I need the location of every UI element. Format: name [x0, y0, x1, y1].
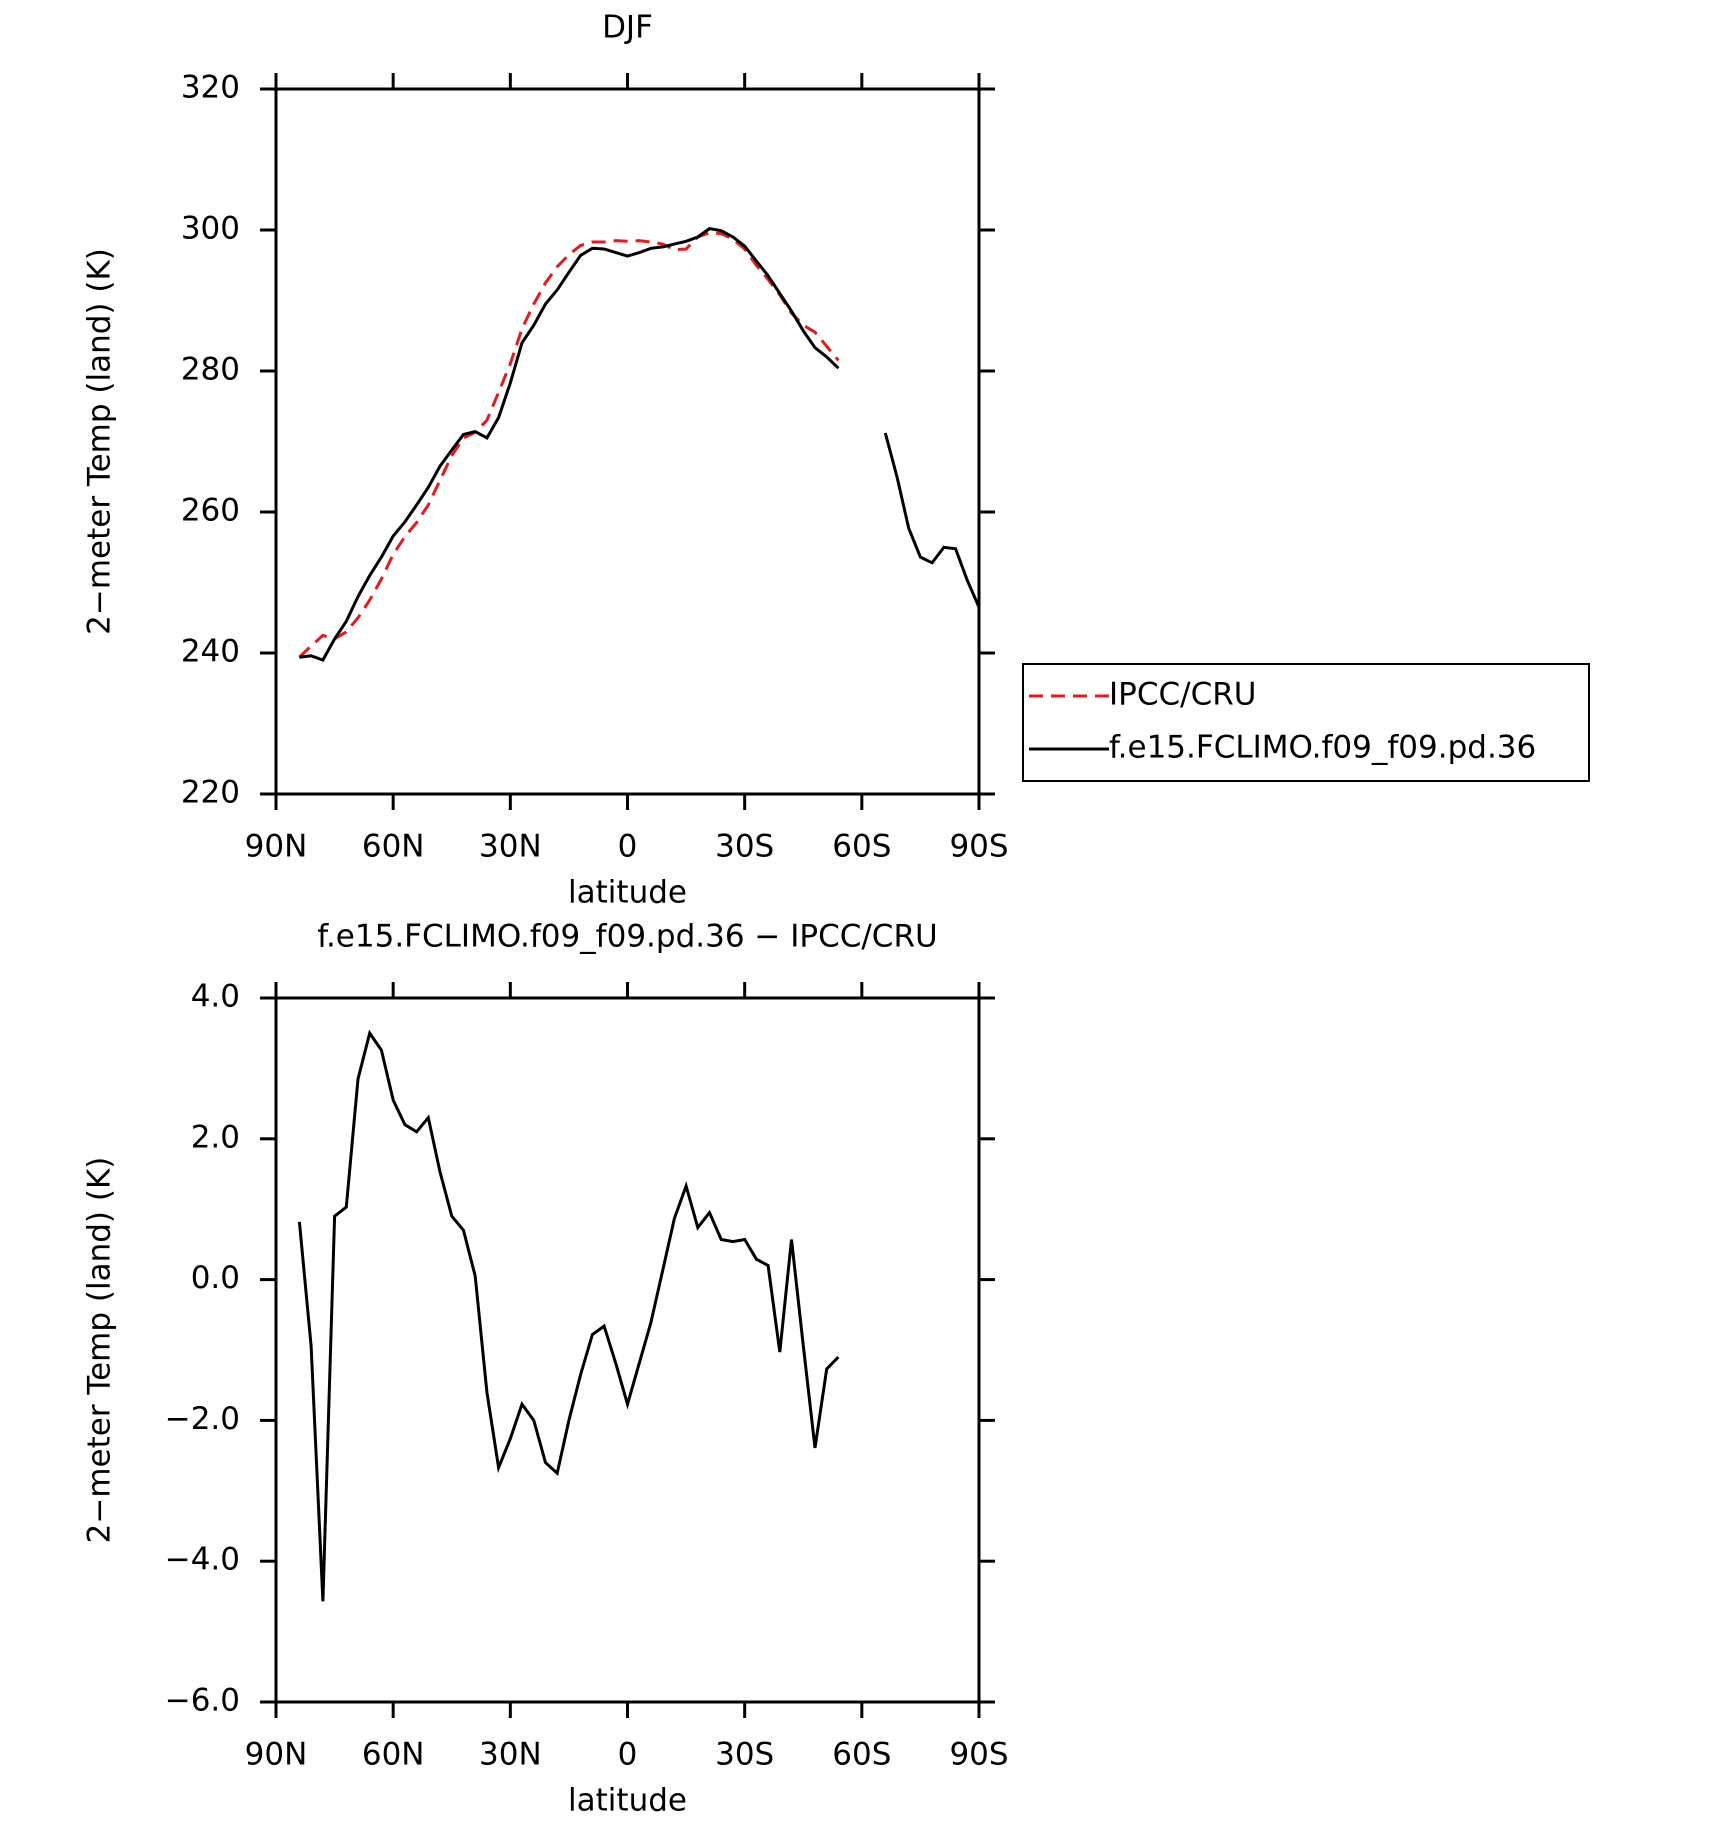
y-tick-label: 300 — [181, 211, 240, 247]
data-line — [299, 227, 981, 662]
x-tick-label: 30N — [479, 829, 542, 865]
y-tick-label: −2.0 — [165, 1401, 240, 1437]
legend-label: IPCC/CRU — [1109, 677, 1256, 713]
y-tick-label: 0.0 — [191, 1260, 240, 1296]
x-axis-label: latitude — [568, 1783, 687, 1819]
x-tick-label: 90N — [245, 1737, 308, 1773]
x-tick-label: 60S — [832, 829, 891, 865]
x-tick-label: 90N — [245, 829, 308, 865]
x-tick-label: 90S — [949, 829, 1008, 865]
chart-title: DJF — [602, 10, 653, 46]
x-tick-label: 30N — [479, 1737, 542, 1773]
x-tick-label: 30S — [715, 829, 774, 865]
legend-box — [1022, 663, 1590, 782]
chart-title: f.e15.FCLIMO.f09_f09.pd.36 − IPCC/CRU — [317, 919, 937, 955]
legend-label: f.e15.FCLIMO.f09_f09.pd.36 — [1109, 730, 1536, 766]
y-tick-label: 260 — [181, 493, 240, 529]
plot-frame — [274, 87, 981, 796]
y-tick-label: 280 — [181, 352, 240, 388]
y-tick-label: 4.0 — [191, 979, 240, 1015]
y-tick-label: 2.0 — [191, 1119, 240, 1155]
y-tick-label: 220 — [181, 775, 240, 811]
x-tick-label: 0 — [618, 1737, 638, 1773]
plot-frame — [274, 996, 981, 1704]
y-tick-label: −6.0 — [165, 1683, 240, 1719]
y-tick-label: 320 — [181, 70, 240, 106]
x-tick-label: 0 — [618, 829, 638, 865]
data-line — [298, 231, 840, 659]
data-line — [297, 1029, 840, 1602]
y-axis-label: 2−meter Temp (land) (K) — [82, 248, 118, 635]
y-tick-label: 240 — [181, 634, 240, 670]
x-axis-label: latitude — [568, 875, 687, 911]
x-tick-label: 90S — [949, 1737, 1008, 1773]
x-tick-label: 30S — [715, 1737, 774, 1773]
x-tick-label: 60N — [362, 1737, 425, 1773]
y-axis-label: 2−meter Temp (land) (K) — [82, 1157, 118, 1544]
x-tick-label: 60N — [362, 829, 425, 865]
x-tick-label: 60S — [832, 1737, 891, 1773]
y-tick-label: −4.0 — [165, 1542, 240, 1578]
